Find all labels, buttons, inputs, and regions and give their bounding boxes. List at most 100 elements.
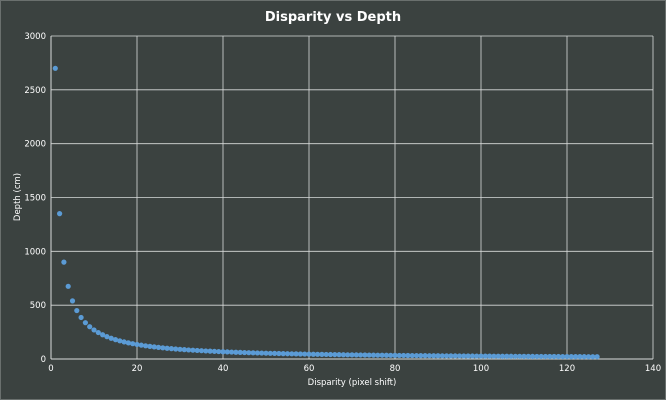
y-tick-label: 2500 bbox=[24, 86, 46, 96]
data-point bbox=[345, 352, 351, 358]
data-point bbox=[555, 353, 562, 360]
data-point bbox=[177, 346, 183, 352]
gridlines bbox=[51, 35, 654, 359]
data-point bbox=[52, 65, 58, 71]
y-tick-label: 1500 bbox=[24, 194, 46, 204]
data-point bbox=[499, 353, 506, 359]
x-tick-label: 140 bbox=[645, 364, 661, 374]
x-tick-label: 20 bbox=[132, 364, 143, 374]
data-point bbox=[362, 352, 368, 358]
data-point bbox=[233, 349, 239, 355]
data-point bbox=[284, 351, 291, 357]
data-point bbox=[508, 353, 514, 359]
data-point bbox=[160, 345, 166, 351]
data-point bbox=[538, 353, 544, 360]
y-tick-label: 2000 bbox=[24, 140, 46, 150]
data-point bbox=[504, 353, 510, 359]
data-point bbox=[388, 352, 394, 358]
data-point bbox=[211, 348, 217, 354]
data-point bbox=[61, 259, 67, 265]
x-axis-label: Disparity (pixel shift) bbox=[308, 378, 397, 388]
data-point bbox=[155, 344, 162, 350]
data-point bbox=[280, 351, 286, 357]
data-point bbox=[336, 352, 342, 358]
data-point bbox=[366, 352, 372, 358]
data-point bbox=[340, 352, 346, 358]
data-point bbox=[435, 353, 441, 359]
y-tick-label: 500 bbox=[30, 301, 46, 311]
data-point bbox=[121, 339, 127, 345]
data-point bbox=[375, 352, 381, 358]
data-point bbox=[87, 324, 93, 330]
data-point bbox=[246, 350, 252, 356]
data-point bbox=[396, 352, 402, 359]
x-tick-labels: 0 20 40 60 80 100 120 140 bbox=[48, 364, 661, 374]
data-point bbox=[143, 343, 149, 349]
data-point bbox=[203, 348, 209, 354]
data-point bbox=[173, 346, 179, 352]
data-point bbox=[302, 351, 308, 357]
data-point bbox=[426, 353, 432, 359]
data-point bbox=[95, 329, 101, 336]
x-tick-label: 80 bbox=[390, 364, 401, 374]
data-point bbox=[431, 353, 437, 359]
data-point bbox=[444, 353, 450, 359]
chart-title: Disparity vs Depth bbox=[265, 10, 401, 25]
data-point bbox=[108, 335, 114, 341]
data-point bbox=[220, 349, 226, 355]
data-point bbox=[577, 354, 583, 360]
data-point bbox=[65, 283, 71, 289]
data-point bbox=[487, 353, 493, 359]
data-point bbox=[474, 353, 480, 359]
data-point bbox=[112, 337, 119, 343]
data-point bbox=[69, 298, 76, 304]
y-tick-label: 3000 bbox=[24, 32, 46, 42]
data-point bbox=[564, 353, 570, 360]
data-point bbox=[186, 347, 192, 353]
data-point bbox=[530, 353, 536, 360]
data-point bbox=[216, 348, 222, 355]
data-point bbox=[590, 354, 596, 360]
data-point bbox=[568, 353, 574, 360]
data-point bbox=[482, 353, 488, 359]
data-point bbox=[164, 345, 170, 351]
data-point bbox=[267, 350, 273, 356]
data-point bbox=[512, 353, 518, 359]
data-point bbox=[525, 353, 531, 359]
data-point bbox=[207, 348, 213, 354]
data-point bbox=[276, 350, 282, 357]
data-point bbox=[521, 353, 527, 359]
data-point bbox=[82, 320, 88, 326]
data-point bbox=[190, 347, 196, 353]
data-point bbox=[358, 352, 364, 358]
data-point bbox=[594, 354, 600, 360]
data-point bbox=[254, 350, 260, 356]
data-point bbox=[581, 354, 587, 360]
data-point bbox=[306, 351, 312, 357]
data-point bbox=[370, 352, 377, 358]
data-point bbox=[138, 342, 144, 348]
data-point bbox=[100, 332, 106, 338]
data-point bbox=[413, 352, 420, 359]
data-point bbox=[130, 341, 136, 347]
data-point bbox=[495, 353, 501, 359]
axes bbox=[50, 36, 653, 360]
data-point bbox=[181, 347, 187, 353]
data-point bbox=[392, 352, 398, 358]
data-point bbox=[272, 350, 278, 357]
data-point bbox=[422, 353, 428, 359]
x-tick-label: 40 bbox=[218, 364, 229, 374]
y-tick-labels: 0 500 1000 1500 2000 2500 3000 bbox=[24, 32, 46, 365]
data-point bbox=[439, 353, 445, 359]
data-point bbox=[547, 353, 553, 360]
data-point bbox=[289, 351, 295, 357]
data-point bbox=[259, 350, 265, 356]
data-point bbox=[327, 351, 334, 358]
data-point bbox=[91, 327, 97, 333]
y-tick-label: 1000 bbox=[24, 247, 46, 257]
data-point bbox=[117, 338, 123, 344]
data-point bbox=[401, 352, 407, 359]
x-tick-label: 100 bbox=[473, 364, 489, 374]
